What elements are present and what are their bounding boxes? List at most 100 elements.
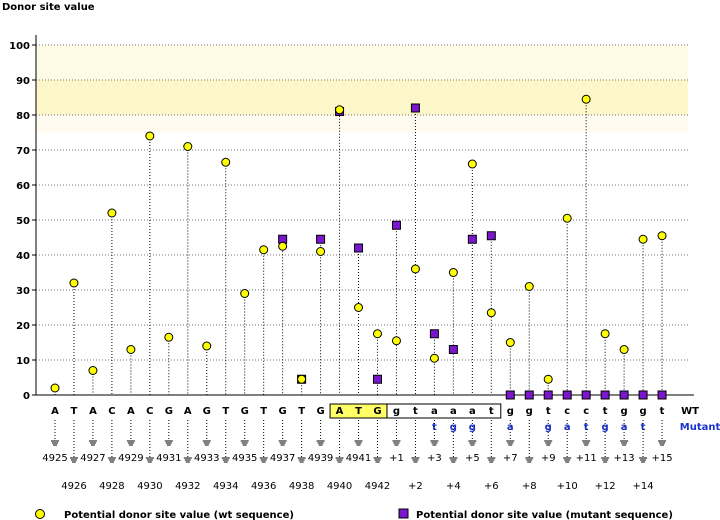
position-label-3: 4928 — [99, 481, 124, 492]
wt-base-3: C — [108, 406, 115, 417]
mutant-point-28 — [581, 390, 591, 400]
position-label-9: 4934 — [213, 481, 238, 492]
wt-base-14: G — [316, 406, 324, 417]
wt-point-32 — [657, 231, 667, 241]
position-label-6: 4931 — [156, 453, 181, 464]
wt-base-12: G — [279, 406, 287, 417]
y-tick-label-20: 20 — [16, 321, 30, 332]
mutant-base-21: g — [450, 422, 457, 433]
position-label-16: 4941 — [346, 453, 371, 464]
stems — [54, 99, 663, 395]
mutant-base-22: g — [469, 422, 476, 433]
y-tick-label-60: 60 — [16, 181, 30, 192]
score-band-1 — [36, 45, 688, 80]
wt-point-24 — [505, 338, 515, 347]
mutant-point-19 — [410, 103, 420, 113]
position-label-10: 4935 — [232, 453, 257, 464]
wt-base-31: g — [639, 406, 646, 417]
position-label-29: +12 — [595, 481, 616, 492]
position-label-11: 4936 — [251, 481, 276, 492]
wt-point-27 — [562, 213, 572, 223]
wt-base-18: g — [393, 406, 400, 417]
mutant-point-20 — [429, 329, 439, 339]
position-label-12: 4937 — [270, 453, 295, 464]
markers — [50, 94, 667, 400]
wt-base-9: T — [222, 406, 229, 417]
mutant-point-25 — [524, 390, 534, 400]
wt-point-17 — [372, 329, 382, 339]
wt-base-26: t — [546, 406, 551, 417]
mutant-base-20: t — [432, 422, 437, 433]
wt-point-15 — [335, 105, 345, 115]
mutant-point-24 — [505, 390, 515, 400]
wt-base-7: A — [184, 406, 192, 417]
wt-point-9 — [221, 157, 231, 167]
wt-point-4 — [126, 345, 136, 354]
wt-base-15: A — [336, 406, 344, 417]
wt-point-29 — [600, 329, 610, 339]
y-axis-title: Donor site value — [2, 2, 95, 13]
wt-point-8 — [202, 341, 212, 351]
mutant-base-29: g — [602, 422, 609, 433]
position-label-32: +15 — [651, 453, 672, 464]
wt-base-25: g — [526, 406, 533, 417]
position-label-19: +2 — [408, 481, 423, 492]
position-label-26: +9 — [541, 453, 556, 464]
wt-point-12 — [278, 241, 288, 251]
wt-point-22 — [467, 159, 477, 169]
wt-base-0: A — [51, 406, 59, 417]
mutant-base-31: t — [641, 422, 646, 433]
wt-base-23: t — [489, 406, 494, 417]
mutant-point-29 — [600, 390, 610, 400]
legend-wt-label: Potential donor site value (wt sequence) — [64, 510, 294, 520]
wt-point-21 — [448, 268, 458, 277]
wt-base-32: t — [660, 406, 665, 417]
wt-base-13: T — [298, 406, 305, 417]
wt-point-13 — [297, 374, 307, 384]
wt-row-label: WT — [681, 406, 699, 417]
wt-base-1: T — [71, 406, 78, 417]
wt-base-20: a — [431, 406, 438, 417]
wt-point-11 — [259, 245, 269, 255]
wt-base-16: T — [355, 406, 362, 417]
wt-base-5: C — [146, 406, 153, 417]
mutant-point-22 — [467, 234, 477, 244]
mutant-row-label: Mutant — [680, 422, 720, 433]
mutant-point-21 — [448, 345, 458, 354]
wt-base-27: c — [564, 406, 570, 417]
wt-point-20 — [429, 353, 439, 363]
wt-point-14 — [316, 247, 326, 256]
wt-point-19 — [410, 264, 420, 274]
position-label-15: 4940 — [327, 481, 352, 492]
position-label-0: 4925 — [42, 453, 67, 464]
position-label-20: +3 — [427, 453, 442, 464]
legend-mutant-label: Potential donor site value (mutant seque… — [416, 510, 673, 520]
mutant-point-27 — [562, 390, 572, 400]
mutant-base-30: a — [621, 422, 628, 433]
y-tick-label-70: 70 — [16, 146, 30, 157]
position-label-25: +8 — [522, 481, 537, 492]
position-label-1: 4926 — [61, 481, 86, 492]
mutant-point-30 — [619, 390, 629, 400]
legend-mutant-marker — [398, 508, 409, 519]
wt-point-2 — [88, 366, 98, 375]
score-band-0 — [36, 80, 688, 115]
wt-point-16 — [354, 303, 364, 312]
wt-point-28 — [581, 94, 591, 104]
y-tick-label-90: 90 — [16, 76, 30, 87]
y-tick-label-100: 100 — [9, 41, 30, 52]
wt-base-2: A — [89, 406, 97, 417]
intron-box — [386, 403, 502, 419]
wt-base-19: t — [413, 406, 418, 417]
y-tick-label-30: 30 — [16, 286, 30, 297]
position-label-22: +5 — [465, 453, 480, 464]
position-label-28: +11 — [576, 453, 597, 464]
position-label-31: +14 — [633, 481, 654, 492]
score-band-2 — [36, 115, 688, 133]
legend-wt-marker — [35, 509, 45, 519]
wt-point-18 — [391, 336, 401, 346]
wt-point-31 — [638, 234, 648, 244]
wt-base-6: G — [165, 406, 173, 417]
wt-point-30 — [619, 345, 629, 354]
